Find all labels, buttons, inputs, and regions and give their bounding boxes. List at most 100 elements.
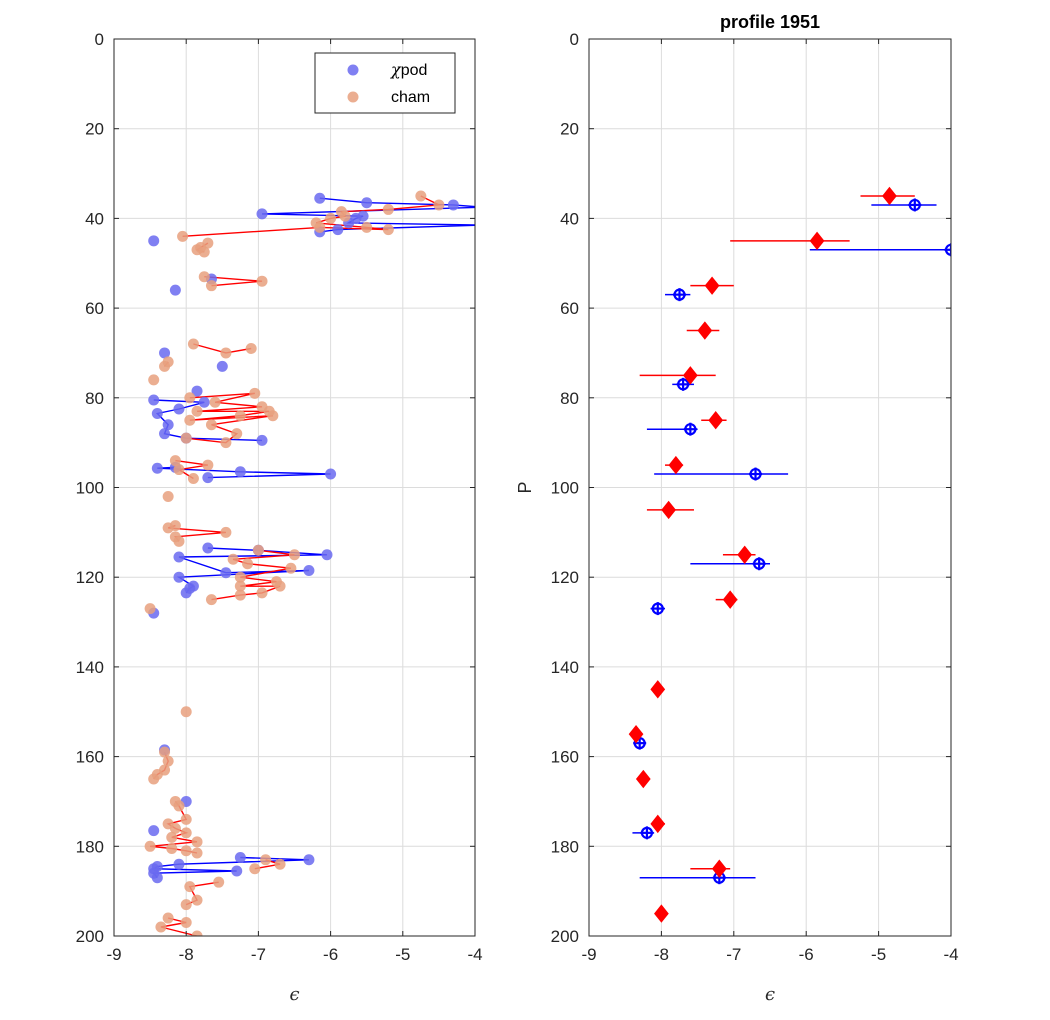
- cham-point: [654, 904, 669, 923]
- chipod-point: [303, 854, 315, 866]
- chipod-point: [159, 428, 171, 440]
- y-tick-label: 120: [76, 568, 104, 587]
- cham-point: [339, 210, 351, 222]
- chipod-point: [314, 192, 326, 204]
- chipod-point: [162, 419, 174, 431]
- cham-point: [220, 437, 232, 449]
- plot-data: [628, 186, 951, 923]
- chipod-point: [325, 468, 337, 480]
- cham-point: [144, 603, 156, 615]
- x-tick-label: -8: [654, 945, 669, 964]
- cham-point: [169, 455, 181, 467]
- cham-point: [249, 387, 261, 399]
- y-tick-label: 60: [85, 299, 104, 318]
- x-axis-label: ϵ: [289, 984, 299, 1005]
- chipod-point: [202, 542, 214, 554]
- cham-point: [433, 199, 445, 211]
- chipod-point: [256, 434, 268, 446]
- cham-point: [180, 827, 192, 839]
- chipod-point: [191, 385, 203, 397]
- cham-point: [198, 246, 210, 258]
- cham-point: [325, 212, 337, 224]
- cham-point: [205, 594, 217, 606]
- y-tick-label: 100: [76, 479, 104, 498]
- cham-point: [173, 800, 185, 812]
- cham-point: [202, 459, 214, 471]
- cham-point: [661, 500, 677, 520]
- plot-data: [144, 190, 475, 936]
- cham-point: [809, 231, 825, 251]
- chipod-point: [169, 284, 181, 296]
- cham-point: [209, 396, 221, 408]
- cham-point: [668, 455, 684, 475]
- cham-point: [256, 275, 268, 287]
- chipod-point: [159, 347, 171, 359]
- legend-cham-label: cham: [391, 89, 430, 106]
- chipod-point: [148, 394, 160, 406]
- cham-point: [148, 374, 160, 386]
- chipod-point: [231, 865, 243, 877]
- x-tick-label: -5: [871, 945, 886, 964]
- y-tick-label: 0: [570, 30, 579, 49]
- chipod-point: [256, 208, 268, 220]
- cham-point: [267, 410, 279, 422]
- cham-point: [159, 360, 171, 372]
- cham-point: [285, 562, 297, 574]
- cham-point: [708, 411, 724, 430]
- y-tick-label: 20: [85, 120, 104, 139]
- chipod-point: [234, 466, 246, 478]
- cham-point: [289, 549, 300, 561]
- cham-point: [166, 831, 178, 843]
- x-tick-label: -8: [179, 945, 194, 964]
- cham-point: [180, 706, 192, 718]
- cham-series-line: [160, 917, 198, 936]
- chipod-point: [202, 472, 214, 484]
- cham-point: [191, 930, 203, 936]
- cham-point: [198, 271, 210, 283]
- y-tick-label: 160: [76, 748, 104, 767]
- tick-marks: -9 -8 -7 -6 -5 -4 0 20 40 60 80 100 120 140 160 180 200: [76, 30, 483, 964]
- cham-point: [162, 522, 174, 534]
- y-tick-label: 200: [76, 927, 104, 946]
- cham-point: [213, 876, 225, 888]
- cham-point: [382, 224, 394, 236]
- cham-point: [191, 847, 203, 859]
- chipod-point: [216, 360, 228, 372]
- tick-marks: -9 -8 -7 -6 -5 -4 0 20 40 60 80 100 120 140 160 180 200: [551, 30, 959, 964]
- x-tick-label: -9: [106, 945, 121, 964]
- cham-point: [180, 813, 192, 825]
- cham-point: [650, 680, 666, 699]
- x-tick-label: -4: [943, 945, 958, 964]
- cham-point: [155, 921, 167, 933]
- chipod-point: [321, 549, 333, 561]
- y-tick-label: 40: [560, 209, 579, 228]
- legend-cham-marker: [347, 91, 359, 103]
- cham-point: [234, 410, 246, 422]
- y-tick-label: 80: [85, 389, 104, 408]
- x-tick-label: -6: [323, 945, 338, 964]
- x-tick-label: -7: [251, 945, 266, 964]
- chipod-point: [173, 403, 185, 415]
- cham-point: [252, 544, 264, 556]
- y-tick-label: 40: [85, 209, 104, 228]
- x-tick-label: -7: [726, 945, 741, 964]
- cham-point: [220, 347, 232, 359]
- cham-point: [162, 755, 174, 767]
- legend-entry-text: cham: [391, 89, 430, 106]
- cham-point: [361, 221, 373, 233]
- legend-chi-symbol: χ: [390, 60, 402, 79]
- cham-point: [205, 280, 217, 292]
- cham-point: [162, 490, 174, 502]
- cham-point: [711, 859, 727, 878]
- chipod-point: [173, 858, 185, 870]
- right-axes: -9 -8 -7 -6 -5 -4 0 20 40 60 80 100 120 140 160 180 200 ϵ…: [515, 12, 959, 1005]
- y-tick-label: 200: [551, 927, 579, 946]
- legend: χpod cham: [314, 52, 456, 114]
- cham-point: [704, 276, 720, 295]
- y-tick-label: 100: [551, 479, 579, 498]
- cham-point: [234, 580, 246, 592]
- cham-point: [187, 338, 199, 350]
- chipod-point: [173, 571, 185, 583]
- chipod-point: [151, 872, 163, 884]
